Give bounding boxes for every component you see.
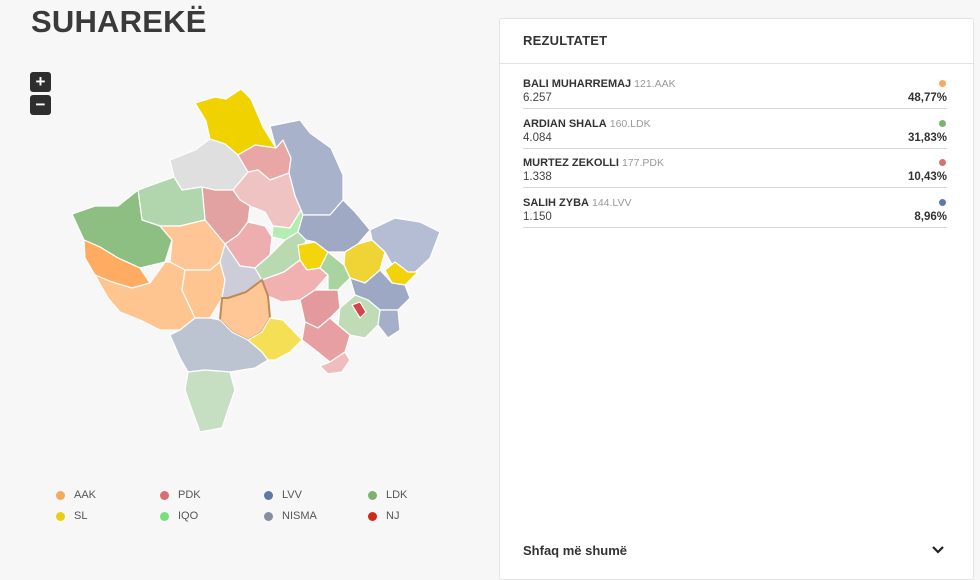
legend-item-nj[interactable]: NJ: [368, 510, 399, 522]
legend-dot-icon: [56, 511, 65, 521]
chevron-down-icon: [931, 543, 945, 558]
legend-label: SL: [74, 510, 88, 522]
legend-label: IQO: [178, 510, 199, 522]
candidate-name: SALIH ZYBA: [523, 197, 589, 209]
municipality-dragash: [184, 369, 236, 433]
legend-item-lvv[interactable]: LVV: [264, 489, 302, 501]
legend-item-sl[interactable]: SL: [56, 510, 87, 522]
candidate-name-line: MURTEZ ZEKOLLI 177.PDK: [523, 157, 664, 169]
candidate-name-line: ARDIAN SHALA 160.LDK: [523, 118, 651, 130]
zoom-in-button[interactable]: +: [30, 72, 51, 92]
party-color-dot-icon: [939, 159, 946, 166]
legend-item-ldk[interactable]: LDK: [368, 489, 407, 501]
candidate-name-line: SALIH ZYBA 144.LVV: [523, 197, 632, 209]
candidate-tag: 121.AAK: [634, 78, 676, 90]
legend-label: NISMA: [282, 510, 317, 522]
candidate-tag: 144.LVV: [592, 197, 632, 209]
page-title: SUHAREKË: [31, 4, 207, 39]
legend-label: LDK: [386, 489, 408, 501]
show-more-button[interactable]: Shfaq më shumë: [523, 543, 953, 558]
candidate-row[interactable]: ARDIAN SHALA 160.LDK 4.084 31,83%: [523, 118, 947, 149]
legend-dot-icon: [264, 490, 273, 500]
candidate-tag: 160.LDK: [609, 118, 651, 130]
candidate-percent: 8,96%: [914, 211, 947, 223]
legend-dot-icon: [368, 511, 377, 521]
legend-item-aak[interactable]: AAK: [56, 489, 96, 501]
legend-dot-icon: [368, 490, 377, 500]
party-color-dot-icon: [939, 120, 946, 127]
legend-dot-icon: [160, 511, 169, 521]
candidate-tag: 177.PDK: [621, 157, 664, 169]
candidate-percent: 10,43%: [907, 171, 947, 183]
candidate-name: ARDIAN SHALA: [523, 118, 607, 130]
zoom-out-button[interactable]: −: [30, 95, 51, 115]
candidate-votes: 1.338: [523, 171, 552, 183]
municipality-ranillug: [377, 309, 401, 339]
municipality-mamusha: [247, 317, 303, 361]
legend-dot-icon: [160, 490, 169, 500]
legend-label: LVV: [282, 489, 302, 501]
results-panel: REZULTATET BALI MUHARREMAJ 121.AAK 6.257 …: [499, 18, 974, 580]
candidate-percent: 31,83%: [907, 132, 947, 144]
show-more-label: Shfaq më shumë: [523, 543, 628, 558]
municipality-shterpce: [301, 317, 351, 363]
party-color-dot-icon: [939, 199, 946, 206]
municipality-kllokot: [351, 301, 367, 319]
legend-dot-icon: [264, 511, 273, 521]
candidate-name: BALI MUHARREMAJ: [523, 78, 632, 90]
candidate-votes: 1.150: [523, 211, 552, 223]
legend-label: AAK: [74, 489, 97, 501]
candidate-row[interactable]: MURTEZ ZEKOLLI 177.PDK 1.338 10,43%: [523, 157, 947, 188]
municipality-novo-brdo: [369, 217, 441, 276]
candidate-name-line: BALI MUHARREMAJ 121.AAK: [523, 78, 676, 90]
municipality-kacanik: [319, 351, 351, 375]
party-color-dot-icon: [939, 80, 946, 87]
candidate-row[interactable]: BALI MUHARREMAJ 121.AAK 6.257 48,77%: [523, 78, 947, 109]
kosovo-map[interactable]: [0, 0, 460, 460]
legend-item-nisma[interactable]: NISMA: [264, 510, 317, 522]
legend-item-iqo[interactable]: IQO: [160, 510, 198, 522]
legend-label: NJ: [386, 510, 400, 522]
candidate-name: MURTEZ ZEKOLLI: [523, 157, 619, 169]
candidate-row[interactable]: SALIH ZYBA 144.LVV 1.150 8,96%: [523, 197, 947, 228]
candidate-votes: 6.257: [523, 92, 552, 104]
candidate-votes: 4.084: [523, 132, 552, 144]
legend-item-pdk[interactable]: PDK: [160, 489, 201, 501]
municipality-shtime: [319, 251, 351, 291]
legend-dot-icon: [56, 490, 65, 500]
candidate-percent: 48,77%: [907, 92, 947, 104]
results-header: REZULTATET: [500, 19, 973, 64]
legend-label: PDK: [178, 489, 201, 501]
